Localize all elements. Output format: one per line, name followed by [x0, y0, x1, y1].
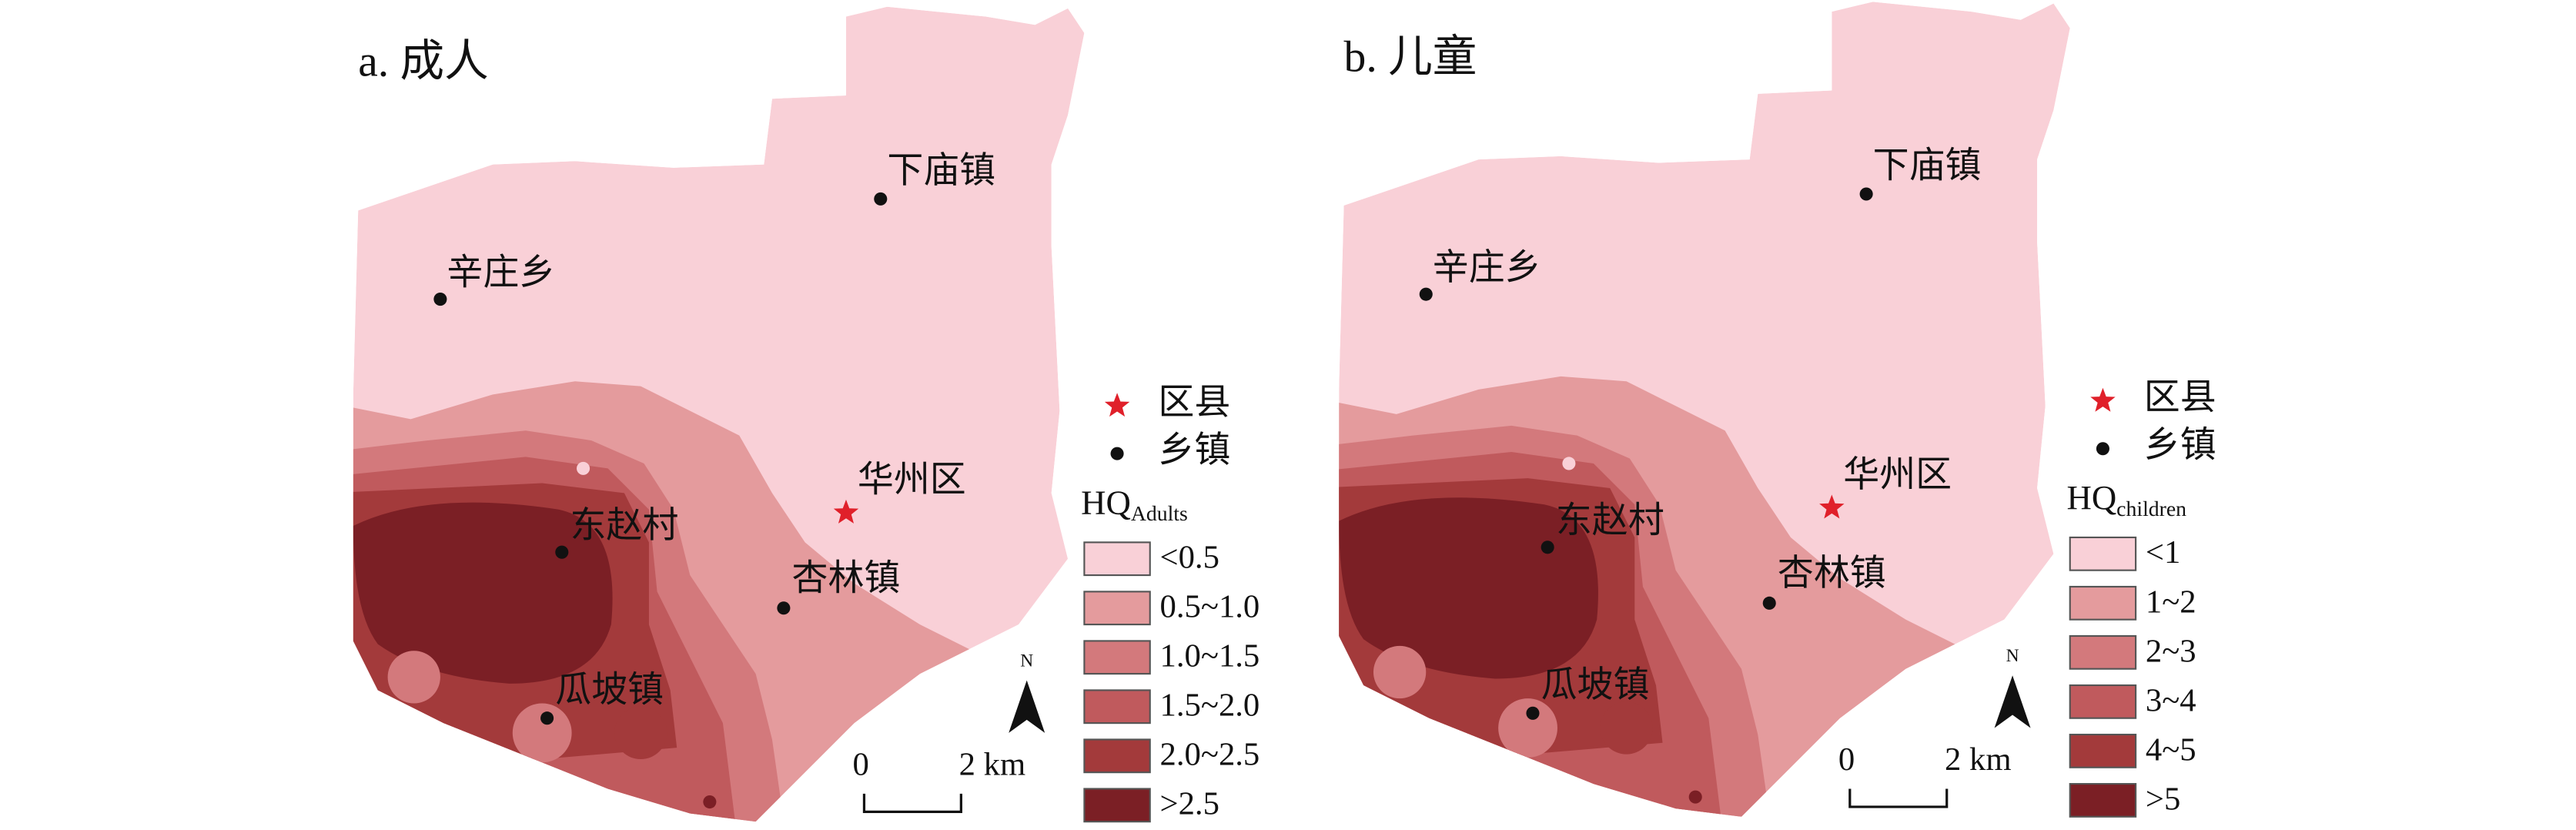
legend-label: 区县: [2144, 378, 2216, 418]
legend-label: 乡镇: [2144, 426, 2216, 466]
panel-title: b. 儿童: [1344, 32, 1477, 81]
north-label: N: [2006, 646, 2019, 666]
place-label: 杏林镇: [1778, 554, 1886, 594]
legend-label: >2.5: [1160, 786, 1219, 822]
legend-swatch: [2069, 684, 2137, 719]
legend-label: 4~5: [2146, 731, 2196, 768]
legend-label: <0.5: [1160, 540, 1219, 576]
place-label: 下庙镇: [887, 151, 995, 191]
dot-symbol: [433, 293, 447, 306]
place-label: 瓜坡镇: [555, 670, 664, 710]
star-symbol: [1104, 393, 1130, 417]
legend-title-main: HQ: [2066, 478, 2116, 517]
map: [1339, 2, 2070, 817]
legend-swatch: [1083, 788, 1151, 823]
hq-spot: [1498, 698, 1557, 758]
dot-symbol: [777, 601, 791, 615]
hq-spot: [577, 461, 590, 475]
legend-label: 2.0~2.5: [1160, 737, 1260, 773]
legend-label: 1.0~1.5: [1160, 638, 1260, 674]
legend-swatch: [1083, 640, 1151, 675]
legend-swatch: [1083, 738, 1151, 774]
star-symbol: [2090, 387, 2116, 412]
scale-label: 2 km: [1945, 741, 2012, 778]
panel-title: a. 成人: [358, 38, 489, 86]
legend-swatch: [2069, 634, 2137, 670]
place-label: 辛庄乡: [1433, 248, 1541, 288]
place-label: 华州区: [858, 460, 966, 500]
legend-swatch: [1083, 591, 1151, 626]
hq-spot: [703, 795, 717, 809]
dot-symbol: [540, 711, 554, 725]
scale-bar: [862, 793, 962, 813]
scale-label: 0: [853, 747, 869, 783]
legend-label: 3~4: [2146, 682, 2196, 718]
scale-bar: [1848, 788, 1949, 808]
place-label: 辛庄乡: [447, 253, 555, 293]
hq-zone: [353, 502, 613, 684]
legend-label: 1~2: [2146, 584, 2196, 620]
dot-symbol: [1541, 541, 1554, 554]
legend-label: <1: [2146, 534, 2180, 571]
legend-title-main: HQ: [1081, 484, 1131, 522]
legend-swatch: [2069, 733, 2137, 768]
legend-label: >5: [2146, 781, 2180, 817]
dot-symbol: [1110, 447, 1124, 460]
legend-label: 区县: [1158, 383, 1230, 423]
dot-symbol: [1859, 187, 1873, 201]
legend-title-sub: children: [2116, 497, 2186, 521]
north-label: N: [1020, 651, 1033, 671]
place-label: 杏林镇: [792, 558, 901, 598]
legend-swatch: [2069, 783, 2137, 818]
hq-spot: [1562, 457, 1576, 470]
dot-symbol: [555, 545, 569, 559]
scale-label: 0: [1838, 741, 1855, 778]
dot-symbol: [1419, 287, 1433, 301]
dot-symbol: [1526, 706, 1540, 720]
north-arrow: [1994, 675, 2031, 728]
hq-zone: [1339, 497, 1598, 679]
star-symbol: [1819, 494, 1845, 519]
dot-symbol: [874, 192, 888, 206]
place-label: 华州区: [1843, 455, 1952, 495]
star-symbol: [833, 499, 859, 524]
hq-spot: [1373, 645, 1427, 699]
legend-label: 乡镇: [1158, 430, 1230, 470]
place-label: 瓜坡镇: [1541, 665, 1650, 705]
legend-label: 1.5~2.0: [1160, 688, 1260, 724]
hq-spot: [1600, 701, 1653, 755]
legend-label: 0.5~1.0: [1160, 589, 1260, 625]
legend-swatch: [1083, 541, 1151, 577]
legend-title: HQAdults: [1081, 484, 1188, 527]
legend-swatch: [2069, 585, 2137, 621]
hq-spot: [1688, 790, 1702, 804]
legend-label: 2~3: [2146, 633, 2196, 669]
north-arrow: [1009, 680, 1045, 733]
legend-swatch: [1083, 689, 1151, 725]
legend-title-sub: Adults: [1131, 503, 1188, 527]
dot-symbol: [1762, 596, 1776, 610]
hq-spot: [512, 703, 572, 763]
place-label: 东赵村: [1556, 501, 1664, 541]
hq-spot: [387, 651, 440, 704]
legend-title: HQchildren: [2066, 478, 2186, 521]
hq-spot: [614, 706, 667, 760]
map: [353, 6, 1085, 822]
scale-label: 2 km: [959, 747, 1026, 783]
dot-symbol: [2096, 442, 2109, 456]
place-label: 下庙镇: [1873, 146, 1982, 186]
legend-swatch: [2069, 536, 2137, 571]
place-label: 东赵村: [570, 506, 678, 546]
